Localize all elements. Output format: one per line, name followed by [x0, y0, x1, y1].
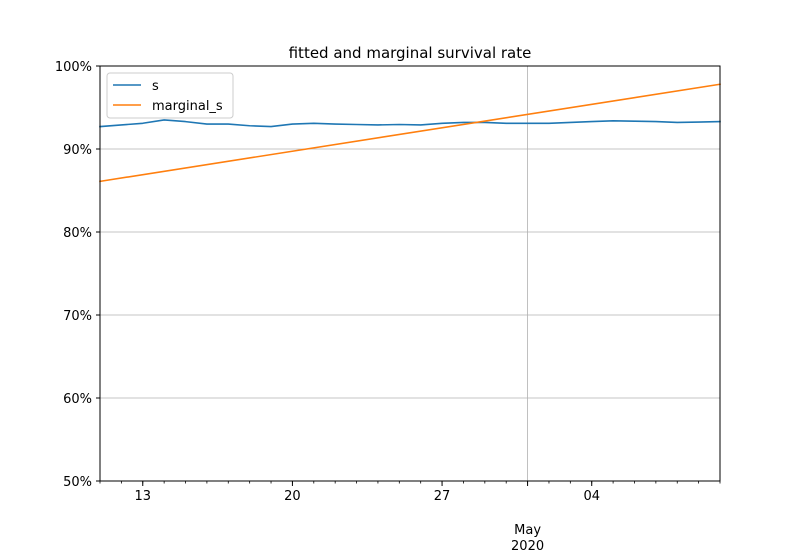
x-tick-label: 04 — [583, 489, 600, 504]
series-layer — [99, 83, 721, 183]
y-tick-label: 70% — [63, 309, 92, 324]
legend-label-marginal_s: marginal_s — [152, 99, 223, 114]
y-axis: 50% 60% 70% 80% 90% 100% — [55, 60, 100, 490]
x-tick-sublabel: 2020 — [511, 539, 544, 550]
legend: s marginal_s — [106, 72, 234, 119]
legend-label-s: s — [152, 79, 159, 94]
x-tick-label: 27 — [434, 489, 451, 504]
series-line-s — [99, 119, 721, 128]
x-tick-label: 13 — [134, 489, 151, 504]
x-tick-label: 20 — [284, 489, 301, 504]
y-tick-label: 50% — [63, 475, 92, 490]
y-tick-label: 60% — [63, 392, 92, 407]
y-tick-label: 90% — [63, 143, 92, 158]
plot-frame — [99, 65, 721, 482]
x-tick-label: May — [514, 523, 541, 538]
y-tick-label: 100% — [55, 60, 92, 75]
series-line-marginal_s — [99, 83, 721, 183]
y-tick-label: 80% — [63, 226, 92, 241]
chart-title: fitted and marginal survival rate — [289, 44, 532, 62]
